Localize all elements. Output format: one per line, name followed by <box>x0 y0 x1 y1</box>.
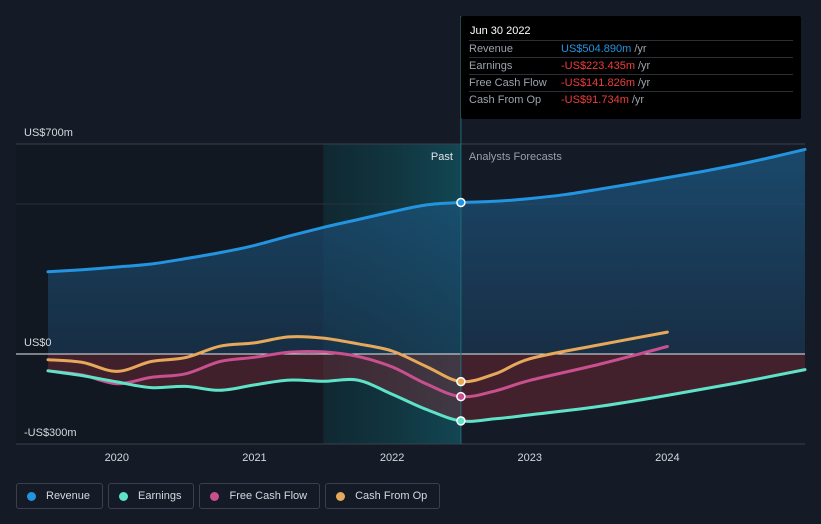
free-cash-flow-line <box>46 345 669 399</box>
revenue-line <box>46 147 807 274</box>
y-tick-label: -US$300m <box>24 427 77 439</box>
free-cash-flow-dot-icon <box>210 491 220 501</box>
legend-label: Revenue <box>46 490 91 502</box>
tooltip-value: -US$223.435m/yr <box>561 60 651 72</box>
x-tick-label: 2022 <box>380 452 404 464</box>
tooltip-label: Earnings <box>469 60 513 72</box>
tooltip-row-cash-from-op: Cash From Op -US$91.734m/yr <box>469 91 793 109</box>
cash-from-op-line <box>46 330 669 384</box>
x-tick-label: 2021 <box>242 452 266 464</box>
legend-item-cash-from-op[interactable]: Cash From Op <box>325 483 441 509</box>
legend-item-earnings[interactable]: Earnings <box>108 483 195 509</box>
negative-area <box>48 354 805 422</box>
earnings-line <box>46 368 807 423</box>
earnings-marker <box>456 416 466 426</box>
x-tick-label: 2024 <box>655 452 679 464</box>
tooltip-row-free-cash-flow: Free Cash Flow -US$141.826m/yr <box>469 74 793 92</box>
tooltip-date: Jun 30 2022 <box>470 25 531 37</box>
forecast-label: Analysts Forecasts <box>469 151 562 163</box>
tooltip: Jun 30 2022 Revenue US$504.890m/yr Earni… <box>461 16 801 119</box>
tooltip-value: -US$141.826m/yr <box>561 77 651 89</box>
free-cash-flow-marker <box>456 391 466 402</box>
revenue-area <box>48 149 805 354</box>
x-tick-label: 2020 <box>105 452 129 464</box>
legend-item-free-cash-flow[interactable]: Free Cash Flow <box>199 483 321 509</box>
cash-from-op-dot-icon <box>336 491 346 501</box>
tooltip-label: Free Cash Flow <box>469 77 547 89</box>
tooltip-row-earnings: Earnings -US$223.435m/yr <box>469 57 793 75</box>
legend: Revenue Earnings Free Cash Flow Cash Fro… <box>16 483 441 511</box>
tooltip-value: US$504.890m/yr <box>561 43 647 55</box>
y-tick-label: US$0 <box>24 337 52 349</box>
tooltip-row-revenue: Revenue US$504.890m/yr <box>469 40 793 58</box>
legend-item-revenue[interactable]: Revenue <box>16 483 104 509</box>
tooltip-label: Cash From Op <box>469 94 542 106</box>
cash-from-op-marker <box>456 376 466 387</box>
tooltip-label: Revenue <box>469 43 514 55</box>
legend-label: Earnings <box>138 490 182 502</box>
y-tick-label: US$700m <box>24 127 73 139</box>
revenue-marker <box>456 197 466 208</box>
x-tick-label: 2023 <box>517 452 541 464</box>
earnings-dot-icon <box>119 491 129 501</box>
revenue-dot-icon <box>27 491 36 501</box>
past-label: Past <box>431 151 453 163</box>
legend-label: Free Cash Flow <box>229 490 308 502</box>
tooltip-value: -US$91.734m/yr <box>561 94 645 106</box>
legend-label: Cash From Op <box>355 490 428 502</box>
